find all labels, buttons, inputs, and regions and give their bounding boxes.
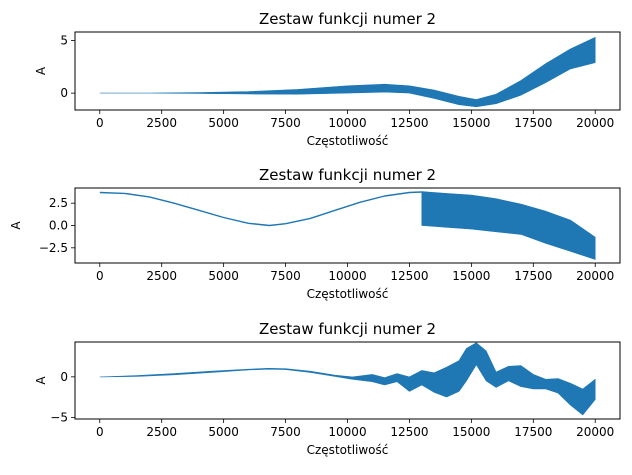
chart-1-ytick-label-0: 0 <box>60 86 68 100</box>
chart-2-xtick-label-0: 0 <box>96 269 104 283</box>
chart-2-ytick-label-1: 0.0 <box>49 219 68 233</box>
chart-3-xtick-label-4: 10000 <box>328 425 366 439</box>
chart-3-xtick-label-7: 17500 <box>514 425 552 439</box>
chart-1-xtick-label-0: 0 <box>96 116 104 130</box>
chart-3-title: Zestaw funkcji numer 2 <box>259 320 436 338</box>
chart-3-xtick-label-1: 2500 <box>146 425 177 439</box>
chart-2-xtick-label-3: 7500 <box>270 269 301 283</box>
chart-2-xtick-label-6: 15000 <box>452 269 490 283</box>
chart-3-xtick-label-2: 5000 <box>208 425 239 439</box>
chart-3-series-1-band <box>99 342 596 416</box>
chart-1-xtick-label-3: 7500 <box>270 116 301 130</box>
chart-1-xtick-label-4: 10000 <box>328 116 366 130</box>
chart-2-xtick-label-1: 2500 <box>146 269 177 283</box>
chart-1-title: Zestaw funkcji numer 2 <box>259 10 436 28</box>
chart-1-xtick-label-1: 2500 <box>146 116 177 130</box>
chart-3-xtick-label-6: 15000 <box>452 425 490 439</box>
chart-3-xtick-label-8: 20000 <box>576 425 614 439</box>
chart-3-ytick-label-0: 0 <box>60 370 68 384</box>
chart-2-xtick-label-8: 20000 <box>576 269 614 283</box>
chart-3-ytick-label-1: −5 <box>50 410 68 424</box>
chart-2-xtick-label-7: 17500 <box>514 269 552 283</box>
chart-1-xtick-label-5: 12500 <box>390 116 428 130</box>
chart-1-xtick-label-6: 15000 <box>452 116 490 130</box>
chart-2-xtick-label-2: 5000 <box>208 269 239 283</box>
chart-1-xtick-label-8: 20000 <box>576 116 614 130</box>
chart-1-xtick-label-7: 17500 <box>514 116 552 130</box>
chart-2-ylabel: A <box>9 221 23 230</box>
chart-3-xlabel: Częstotliwość <box>307 443 389 457</box>
chart-2-xtick-label-4: 10000 <box>328 269 366 283</box>
chart-2-ytick-label-0: 2.5 <box>49 196 68 210</box>
chart-2-series-1-line <box>99 191 422 227</box>
chart-2-series-2-band <box>421 191 596 260</box>
chart-1-ytick-label-1: 5 <box>60 33 68 47</box>
chart-1-ylabel: A <box>34 66 48 75</box>
chart-1-xtick-label-2: 5000 <box>208 116 239 130</box>
chart-2-xtick-label-5: 12500 <box>390 269 428 283</box>
chart-1-xlabel: Częstotliwość <box>307 134 389 148</box>
chart-2-ytick-label-2: −2.5 <box>39 241 68 255</box>
chart-2-title: Zestaw funkcji numer 2 <box>259 166 436 184</box>
chart-3-xtick-label-5: 12500 <box>390 425 428 439</box>
chart-1-series-1-band <box>99 36 596 108</box>
chart-3-ylabel: A <box>34 376 48 385</box>
chart-2-xlabel: Częstotliwość <box>307 287 389 301</box>
chart-3-xtick-label-0: 0 <box>96 425 104 439</box>
chart-3-xtick-label-3: 7500 <box>270 425 301 439</box>
